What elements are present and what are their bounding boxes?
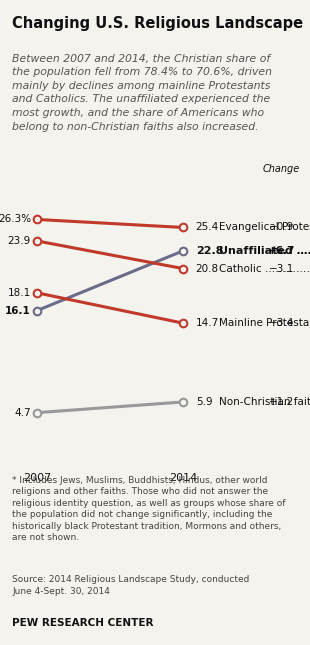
Text: Source: 2014 Religious Landscape Study, conducted
June 4-Sept. 30, 2014: Source: 2014 Religious Landscape Study, … xyxy=(12,575,250,596)
Text: 23.9: 23.9 xyxy=(8,236,31,246)
Text: Change: Change xyxy=(263,164,300,174)
Text: Non-Christian faiths*: Non-Christian faiths* xyxy=(219,397,310,407)
Text: 26.3%: 26.3% xyxy=(0,214,31,224)
Text: Evangelical Protestant: Evangelical Protestant xyxy=(219,223,310,232)
Text: 2014: 2014 xyxy=(169,473,197,482)
Text: PEW RESEARCH CENTER: PEW RESEARCH CENTER xyxy=(12,618,154,628)
Text: 4.7: 4.7 xyxy=(14,408,31,418)
Text: * Includes Jews, Muslims, Buddhists, Hindus, other world
religions and other fai: * Includes Jews, Muslims, Buddhists, Hin… xyxy=(12,476,286,542)
Text: 16.1: 16.1 xyxy=(5,306,31,315)
Text: 20.8: 20.8 xyxy=(196,264,219,273)
Text: Mainline Protestant.....: Mainline Protestant..... xyxy=(219,318,310,328)
Text: +6.7: +6.7 xyxy=(268,246,295,255)
Text: 14.7: 14.7 xyxy=(196,318,219,328)
Text: −0.9: −0.9 xyxy=(269,223,294,232)
Text: Between 2007 and 2014, the Christian share of
the population fell from 78.4% to : Between 2007 and 2014, the Christian sha… xyxy=(12,54,272,132)
Text: +1.2: +1.2 xyxy=(269,397,294,407)
Text: Catholic ………………………: Catholic ……………………… xyxy=(219,264,310,273)
Text: Changing U.S. Religious Landscape: Changing U.S. Religious Landscape xyxy=(12,16,303,31)
Text: −3.4: −3.4 xyxy=(269,318,294,328)
Text: 18.1: 18.1 xyxy=(8,288,31,298)
Text: 2007: 2007 xyxy=(23,473,51,482)
Text: 25.4: 25.4 xyxy=(196,223,219,232)
Text: −3.1: −3.1 xyxy=(269,264,294,273)
Text: 5.9: 5.9 xyxy=(196,397,212,407)
Text: 22.8: 22.8 xyxy=(196,246,223,255)
Text: Unaffiliated ………………: Unaffiliated ……………… xyxy=(219,246,310,255)
